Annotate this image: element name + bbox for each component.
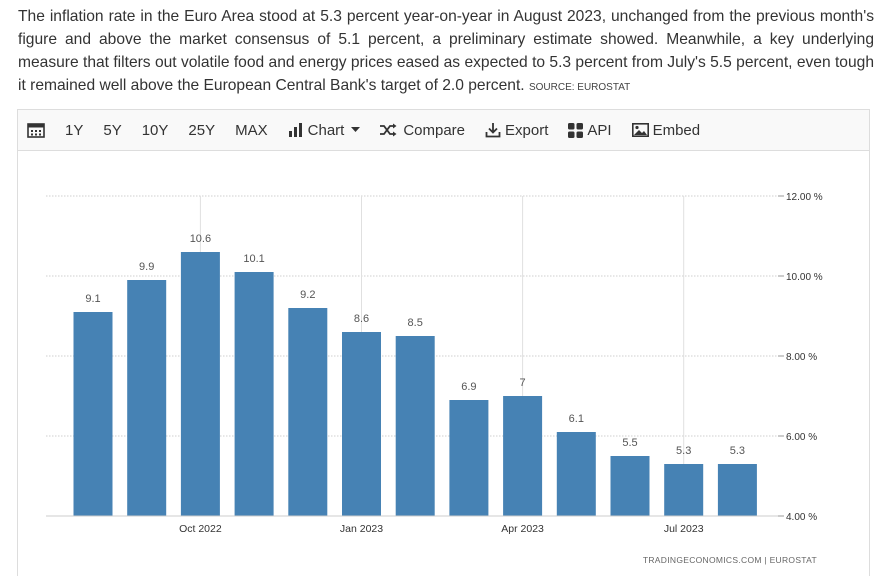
chart-type-button[interactable]: Chart: [288, 122, 361, 139]
caret-down-icon: [351, 127, 361, 132]
bar-chart-icon: [288, 123, 302, 137]
download-icon: [485, 123, 501, 138]
embed-label: Embed: [652, 121, 701, 139]
range-10y-button[interactable]: 10Y: [141, 121, 169, 139]
description: The inflation rate in the Euro Area stoo…: [18, 5, 874, 99]
chart-type-label: Chart: [307, 121, 345, 139]
export-button[interactable]: Export: [485, 122, 548, 139]
chart-panel: [17, 151, 870, 576]
range-1y-button[interactable]: 1Y: [65, 121, 84, 139]
api-button[interactable]: API: [568, 121, 612, 139]
shuffle-icon: [380, 123, 397, 137]
api-label: API: [587, 121, 612, 139]
export-label: Export: [505, 121, 549, 139]
chart-toolbar: 1Y 5Y 10Y 25Y MAX Chart Compare Export: [17, 109, 870, 151]
range-5y-button[interactable]: 5Y: [103, 121, 122, 139]
grid-icon: [568, 122, 584, 138]
description-text: The inflation rate in the Euro Area stoo…: [18, 8, 874, 94]
range-25y-button[interactable]: 25Y: [188, 121, 216, 139]
compare-button[interactable]: Compare: [379, 122, 465, 139]
image-icon: [631, 123, 649, 137]
source-label: source: EUROSTAT: [528, 82, 631, 93]
embed-button[interactable]: Embed: [631, 121, 701, 139]
calendar-icon[interactable]: [27, 122, 45, 138]
compare-label: Compare: [403, 121, 466, 139]
range-max-button[interactable]: MAX: [235, 121, 268, 139]
